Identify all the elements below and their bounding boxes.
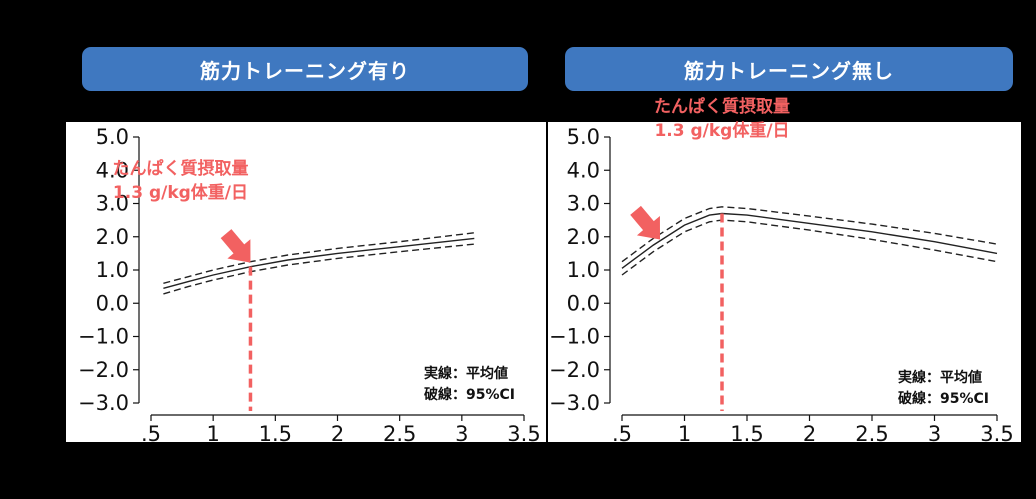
left-x-tick-label: 1 — [206, 422, 219, 442]
right-y-tick-label: −3.0 — [549, 391, 600, 415]
right-annotation-arrow — [630, 205, 660, 240]
left-y-tick-label: −1.0 — [78, 325, 129, 349]
right-legend-line1: 実線：平均値 — [898, 369, 982, 386]
chart-left-svg: 5.0 4.0 3.0 2.0 1.0 0.0 −1.0 −2.0 −3.0 .5 1 1.5 2 2.5… — [78, 125, 541, 442]
right-y-tick-label: −2.0 — [549, 358, 600, 382]
left-x-tick-label: 3 — [455, 422, 468, 442]
right-y-tick-label: 1.0 — [567, 258, 600, 282]
left-y-tick-label: 2.0 — [96, 225, 129, 249]
left-y-tick-label: 5.0 — [96, 125, 129, 149]
right-annotation-line1: たんぱく質摂取量 — [654, 96, 790, 117]
right-x-tick-label: 1.5 — [730, 422, 763, 442]
chart-right-annotation-svg: たんぱく質摂取量 1.3 g/kg体重/日 — [654, 96, 790, 141]
right-legend-line2: 破線：95%CI — [898, 390, 989, 407]
left-x-tick-label: 1.5 — [259, 422, 292, 442]
left-x-tick-label: 3.5 — [507, 422, 540, 442]
chart-right-svg: 5.0 4.0 3.0 2.0 1.0 0.0 −1.0 −2.0 −3.0 .5 1 1.5 2 2.5… — [549, 125, 1014, 442]
left-legend-line2: 破線：95%CI — [424, 386, 515, 403]
left-x-tick-label: .5 — [141, 422, 161, 442]
header-right: 筋力トレーニング無し — [565, 47, 1013, 91]
right-y-tick-label: 0.0 — [567, 291, 600, 315]
left-y-tick-label: −2.0 — [78, 358, 129, 382]
right-x-tick-label: .5 — [612, 422, 632, 442]
left-y-tick-label: 3.0 — [96, 192, 129, 216]
right-y-tick-label: 5.0 — [567, 125, 600, 149]
left-y-tick-label: 4.0 — [96, 158, 129, 182]
right-y-tick-label: −1.0 — [549, 325, 600, 349]
right-series-ci_upper — [621, 206, 998, 263]
right-x-tick-label: 2 — [803, 422, 816, 442]
right-x-tick-label: 3.5 — [980, 422, 1013, 442]
left-annotation-line2: 1.3 g/kg体重/日 — [113, 182, 248, 203]
right-series-ci_lower — [621, 219, 998, 276]
right-x-tick-label: 2.5 — [855, 422, 888, 442]
right-series-mean — [621, 212, 998, 269]
right-x-tick-label: 3 — [928, 422, 941, 442]
right-x-tick-label: 1 — [678, 422, 691, 442]
left-annotation-arrow — [220, 229, 251, 263]
left-series-mean — [163, 237, 475, 289]
left-annotation-line1: たんぱく質摂取量 — [112, 158, 248, 179]
chart-panel-left: 5.0 4.0 3.0 2.0 1.0 0.0 −1.0 −2.0 −3.0 .5 1 1.5 2 2.5… — [66, 122, 546, 442]
left-y-tick-label: 0.0 — [96, 291, 129, 315]
left-y-tick-label: −3.0 — [78, 391, 129, 415]
right-y-tick-label: 4.0 — [567, 158, 600, 182]
left-legend-line1: 実線：平均値 — [424, 365, 508, 382]
left-y-tick-label: 1.0 — [96, 258, 129, 282]
header-left: 筋力トレーニング有り — [82, 47, 528, 91]
chart-panel-right: 5.0 4.0 3.0 2.0 1.0 0.0 −1.0 −2.0 −3.0 .5 1 1.5 2 2.5… — [548, 122, 1021, 442]
right-annotation-line2: 1.3 g/kg体重/日 — [654, 120, 789, 141]
left-x-tick-label: 2.5 — [383, 422, 416, 442]
right-y-tick-label: 2.0 — [567, 225, 600, 249]
right-y-tick-label: 3.0 — [567, 192, 600, 216]
left-x-tick-label: 2 — [331, 422, 344, 442]
